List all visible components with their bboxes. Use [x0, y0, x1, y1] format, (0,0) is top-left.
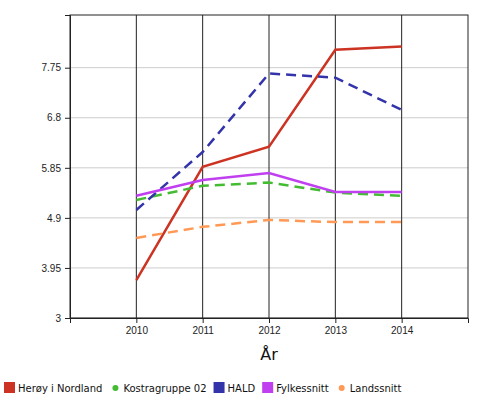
legend-item: Fylkessnitt: [262, 382, 329, 394]
grid-line: [335, 15, 336, 318]
tick-mark: [65, 318, 70, 319]
tick-mark: [269, 318, 270, 323]
tick-label: 2010: [126, 325, 149, 336]
tick-label: 2013: [325, 325, 348, 336]
tick-label: 2014: [391, 325, 414, 336]
tick-mark: [335, 318, 336, 323]
legend-marker: [262, 382, 273, 393]
grid-line: [136, 15, 137, 318]
legend-item: Herøy i Nordland: [4, 382, 102, 394]
grid: [70, 15, 468, 318]
tick-mark: [136, 318, 137, 323]
axis-line: [65, 16, 71, 319]
tick: 7.75: [42, 62, 70, 73]
tick: 4.9: [47, 213, 70, 224]
legend-marker: [112, 385, 118, 391]
tick-label: 4.9: [47, 213, 61, 224]
tick-label: 3.95: [42, 263, 62, 274]
legend-item: HALD: [214, 382, 256, 394]
tick: 2014: [391, 318, 414, 336]
series-group: [136, 47, 401, 280]
legend-marker: [214, 382, 225, 393]
tick-mark: [402, 318, 403, 323]
tick: 2011: [192, 318, 214, 336]
legend-label: Landssnitt: [350, 383, 402, 394]
axis-title: År: [260, 345, 278, 364]
tick-label: 5.85: [42, 163, 62, 174]
tick-label: 7.75: [42, 62, 62, 73]
legend-marker: [339, 385, 345, 391]
chart: 3 3.95 4.9 5.85 6.8 7.75 2010 2011 2012 2013 2014 Å…: [0, 0, 500, 400]
grid-line: [269, 15, 270, 318]
legend-label: Kostragruppe 02: [123, 383, 206, 394]
tick: 3.95: [42, 263, 70, 274]
tick-mark: [65, 68, 70, 69]
grid-line: [401, 15, 402, 318]
tick-mark: [65, 268, 70, 269]
tick-mark: [65, 118, 70, 119]
legend-item: Kostragruppe 02: [112, 383, 206, 394]
legend-label: Herøy i Nordland: [18, 383, 102, 394]
y-axis: 3 3.95 4.9 5.85 6.8 7.75: [42, 16, 71, 324]
legend-label: Fylkessnitt: [276, 383, 329, 394]
tick-label: 2012: [258, 325, 281, 336]
tick: 3: [55, 313, 70, 324]
tick-mark: [203, 318, 204, 323]
tick: 2012: [258, 318, 281, 336]
axis-line: [71, 319, 469, 324]
tick-label: 6.8: [47, 112, 61, 123]
tick: 5.85: [42, 163, 70, 174]
legend-label: HALD: [228, 383, 256, 394]
legend-item: Landssnitt: [339, 383, 402, 394]
series-line: [136, 220, 401, 238]
plot-frame: [70, 15, 468, 318]
tick-label: 2011: [192, 325, 214, 336]
legend-marker: [4, 382, 15, 393]
tick: 2013: [325, 318, 348, 336]
tick: 2010: [126, 318, 149, 336]
series-line: [136, 47, 401, 280]
series-line: [136, 173, 401, 196]
series-line: [136, 73, 401, 209]
tick-label: 3: [55, 313, 61, 324]
tick-mark: [65, 168, 70, 169]
plot-area: [70, 15, 468, 318]
tick-mark: [65, 218, 70, 219]
legend: Herøy i Nordland Kostragruppe 02 HALD Fylke…: [4, 382, 402, 394]
tick: 6.8: [47, 112, 70, 123]
x-axis: 2010 2011 2012 2013 2014: [71, 318, 469, 336]
